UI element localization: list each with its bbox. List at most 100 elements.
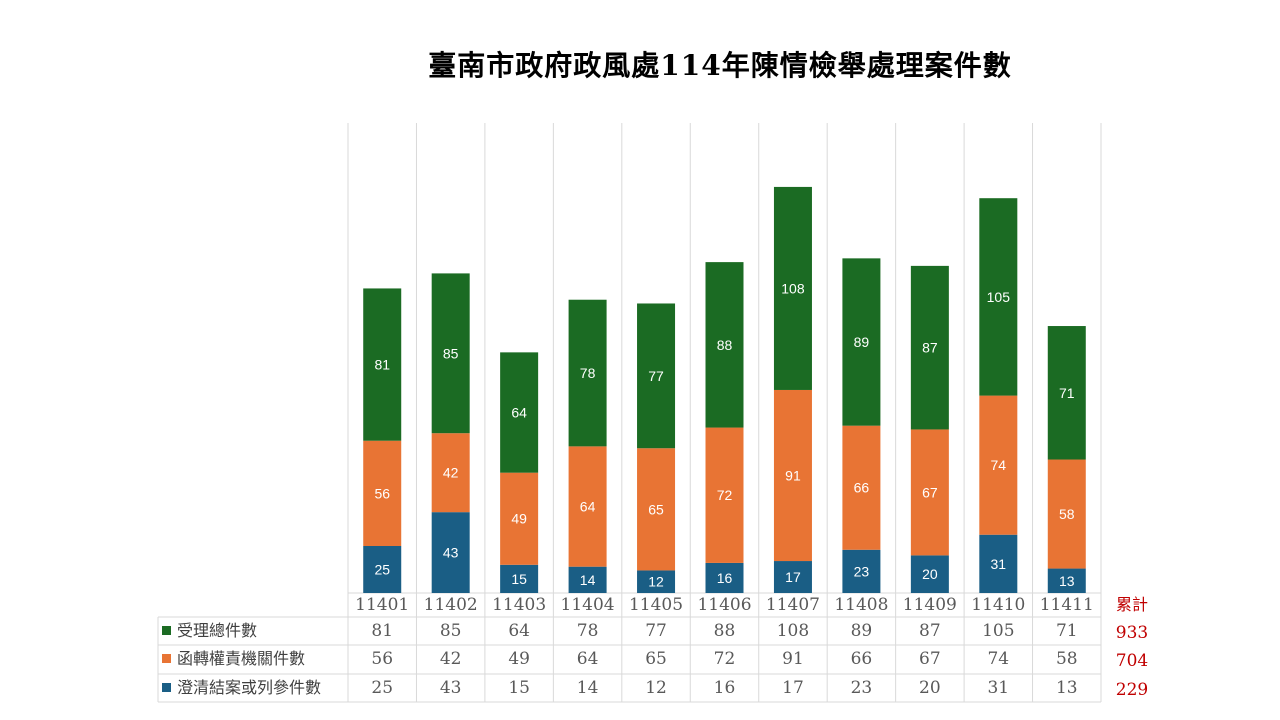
table-cell: 42 <box>439 649 462 669</box>
bar-segment <box>979 534 1018 593</box>
x-tick-label: 11405 <box>628 595 684 615</box>
bar-segment <box>431 273 470 434</box>
data-label: 105 <box>987 289 1011 305</box>
data-label: 77 <box>648 368 664 384</box>
data-label: 65 <box>648 501 664 517</box>
data-label: 56 <box>374 485 390 501</box>
table-cell: 64 <box>576 649 599 669</box>
table-cell: 20 <box>919 678 941 698</box>
data-label: 20 <box>922 566 938 582</box>
table-cell: 14 <box>576 678 599 698</box>
x-tick-label: 11408 <box>834 595 889 615</box>
table-cell: 67 <box>919 649 941 669</box>
table-cell: 66 <box>850 649 873 669</box>
bar-segment <box>637 303 676 449</box>
data-label: 25 <box>374 562 390 578</box>
data-label: 71 <box>1059 385 1075 401</box>
data-label: 16 <box>717 570 733 586</box>
table-cell: 16 <box>713 678 736 698</box>
bar-segment <box>979 198 1018 396</box>
table-cell: 58 <box>1055 649 1078 669</box>
data-label: 108 <box>781 280 805 296</box>
table-cell: 17 <box>782 678 804 698</box>
data-label: 15 <box>511 571 527 587</box>
data-label: 91 <box>785 468 801 484</box>
bar-segment <box>363 288 402 441</box>
table-cell: 25 <box>371 678 394 698</box>
table-cell: 91 <box>782 649 804 669</box>
bar-segment <box>705 562 744 593</box>
data-label: 72 <box>717 487 733 503</box>
bar-segment <box>979 395 1018 535</box>
x-tick-label: 11411 <box>1039 595 1094 615</box>
x-tick-label: 11403 <box>492 595 547 615</box>
x-tick-label: 11407 <box>765 595 820 615</box>
bar-segment <box>431 433 470 513</box>
table-cell: 65 <box>645 649 667 669</box>
legend-label: 函轉權責機關件數 <box>177 649 306 668</box>
bar-segment <box>910 265 949 430</box>
x-tick-label: 11409 <box>902 595 957 615</box>
bar-segment <box>568 566 607 593</box>
data-label: 78 <box>580 365 596 381</box>
x-tick-label: 11401 <box>355 595 410 615</box>
table-cell: 74 <box>987 649 1010 669</box>
data-label: 85 <box>443 345 459 361</box>
total-value: 704 <box>1115 651 1149 671</box>
table-cell: 78 <box>576 621 599 641</box>
table-cell: 71 <box>1055 621 1078 641</box>
data-label: 89 <box>854 334 870 350</box>
bar-segment <box>363 440 402 546</box>
data-label: 88 <box>717 337 733 353</box>
table-cell: 105 <box>982 621 1015 641</box>
bar-segment <box>637 448 676 571</box>
data-label: 64 <box>580 499 596 515</box>
data-label: 49 <box>511 511 527 527</box>
table-cell: 81 <box>371 621 394 641</box>
table-cell: 85 <box>439 621 462 641</box>
table-cell: 77 <box>645 621 667 641</box>
bar-segment <box>705 427 744 563</box>
x-tick-label: 11406 <box>697 595 752 615</box>
bar-segment <box>500 352 539 473</box>
data-label: 74 <box>991 457 1007 473</box>
bar-segment <box>910 555 949 593</box>
total-value: 933 <box>1115 623 1149 643</box>
bar-segment <box>1047 326 1086 460</box>
data-label: 87 <box>922 340 938 356</box>
data-label: 43 <box>443 545 459 561</box>
table-cell: 72 <box>713 649 736 669</box>
data-label: 12 <box>648 574 664 590</box>
bar-segment <box>842 549 881 593</box>
bar-segment <box>363 546 402 593</box>
bar-segment <box>842 258 881 426</box>
table-cell: 87 <box>919 621 941 641</box>
bar-segment <box>842 425 881 550</box>
data-label: 67 <box>922 484 938 500</box>
bar-segment <box>773 186 812 390</box>
table-cell: 89 <box>850 621 873 641</box>
total-header: 累計 <box>1115 595 1148 614</box>
legend-entry: 受理總件數 <box>162 617 257 645</box>
bar-segment <box>568 299 607 447</box>
table-cell: 23 <box>850 678 873 698</box>
table-cell: 12 <box>645 678 667 698</box>
total-value: 229 <box>1115 680 1149 700</box>
legend-entry: 澄清結案或列參件數 <box>162 674 321 702</box>
data-label: 17 <box>785 569 801 585</box>
legend-entry: 函轉權責機關件數 <box>162 645 305 673</box>
data-label: 42 <box>443 465 459 481</box>
bar-segment <box>1047 459 1086 569</box>
bar-segment <box>705 262 744 428</box>
table-cell: 49 <box>508 649 530 669</box>
legend-swatch <box>162 683 171 692</box>
legend-label: 澄清結案或列參件數 <box>177 678 322 697</box>
bar-segment <box>500 564 539 593</box>
data-label: 23 <box>854 563 870 579</box>
bar-segment <box>773 389 812 562</box>
x-tick-label: 11402 <box>423 595 478 615</box>
bar-segment <box>500 472 539 565</box>
legend-label: 受理總件數 <box>177 621 258 640</box>
data-label: 66 <box>854 480 870 496</box>
